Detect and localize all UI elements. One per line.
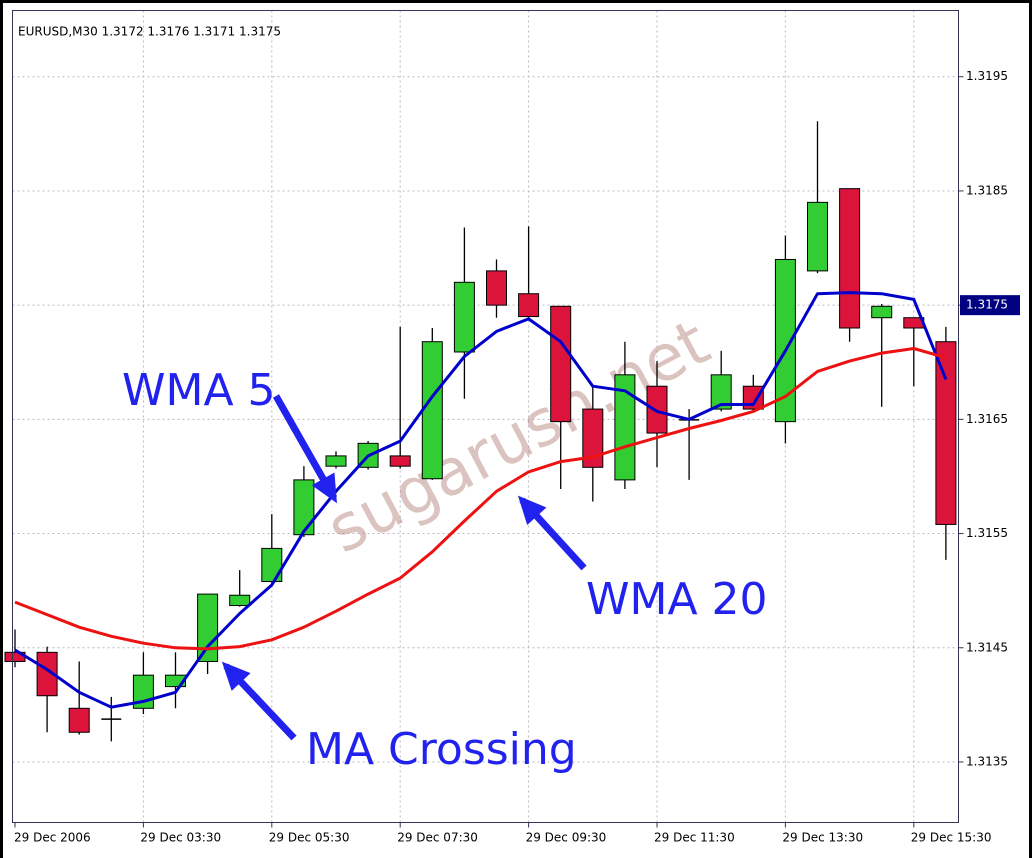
candle-body [68,707,90,733]
candle-body [710,374,732,410]
candle-body [614,374,636,481]
annotation-arrowhead [311,472,337,504]
x-tick-label: 29 Dec 07:30 [397,831,478,845]
candle-body [486,270,507,306]
candle-body [582,408,604,468]
x-tick-label: 29 Dec 2006 [14,831,91,845]
x-tick-label: 29 Dec 05:30 [269,831,350,845]
grid: 1.3135 1.3145 1.3155 1.3165 1.3175 1.3185 1.31… [12,10,1008,845]
annotation-arrowhead [221,661,251,691]
plot-frame [12,10,959,823]
x-tick-label: 29 Dec 13:30 [782,831,863,845]
annotation: MA Crossing [306,724,577,775]
candle-body [839,188,861,329]
candle-body [165,674,186,688]
candle-body [935,341,957,525]
y-tick-label: 1.3165 [966,412,1008,426]
candle-body [229,594,251,607]
candle-body [197,593,219,662]
ma-line [14,291,948,709]
y-tick-label: 1.3185 [966,183,1008,197]
ma-line [14,347,947,651]
x-tick-label: 29 Dec 03:30 [140,831,221,845]
candle-body [421,341,443,480]
annotation: WMA 5 [122,365,276,416]
price-box [960,295,1020,316]
y-tick-label: 1.3135 [966,754,1008,768]
annotation-arrowhead [517,495,547,526]
x-tick-label: 29 Dec 15:30 [911,831,992,845]
candle-body [871,305,893,319]
annotation: WMA 20 [586,574,768,625]
candle-body [518,293,540,318]
candle-body [325,455,347,467]
candle-body [389,455,411,467]
y-tick-label: 1.3145 [966,640,1008,654]
price-label: 1.3175 [966,298,1008,312]
candle-body [293,479,315,536]
candle-body [550,305,572,423]
candle-body [774,258,796,423]
candle-body [453,281,475,353]
candle-body [807,201,828,272]
y-tick-label: 1.3195 [966,69,1008,83]
y-tick-label: 1.3155 [966,526,1008,540]
overlay: 1.3175 WMA 5 WMA 20 MA Crossing [122,295,1020,775]
candle-body [261,547,283,583]
candle-body [36,651,58,697]
x-tick-label: 29 Dec 11:30 [654,831,735,845]
marks [4,121,957,742]
chart-header: EURUSD,M30 1.3172 1.3176 1.3171 1.3175 [18,25,281,39]
x-tick-label: 29 Dec 09:30 [526,831,607,845]
